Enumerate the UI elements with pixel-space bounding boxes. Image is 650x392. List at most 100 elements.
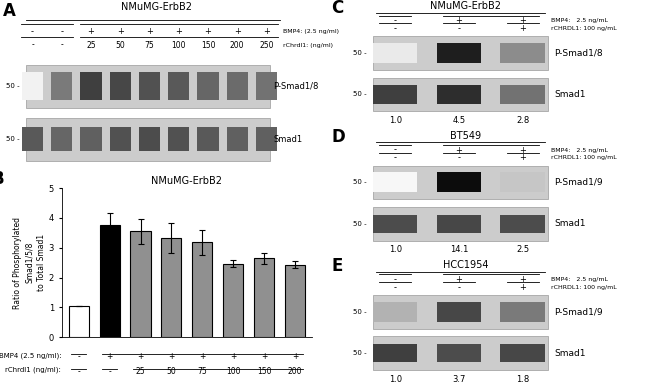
Bar <box>110 72 131 100</box>
Text: -: - <box>394 24 396 33</box>
Bar <box>500 172 545 192</box>
Point <box>18 35 25 40</box>
Text: 25: 25 <box>86 41 96 49</box>
Text: -: - <box>77 352 80 361</box>
Text: 75: 75 <box>144 41 155 49</box>
Text: BMP4:   2.5 ng/mL: BMP4: 2.5 ng/mL <box>551 18 608 23</box>
Point <box>376 150 384 155</box>
Bar <box>198 127 218 151</box>
Text: +: + <box>519 275 526 284</box>
Point <box>76 21 84 26</box>
Text: B: B <box>0 170 5 188</box>
Bar <box>223 263 243 337</box>
Bar <box>227 72 248 100</box>
Bar <box>26 118 270 161</box>
Text: 100: 100 <box>226 367 240 376</box>
Text: -: - <box>394 16 396 25</box>
Text: -: - <box>31 41 34 49</box>
Point <box>439 21 447 25</box>
Point <box>534 143 542 147</box>
Point <box>534 279 542 284</box>
Bar <box>131 231 151 337</box>
Text: 50 -: 50 - <box>353 309 367 315</box>
Text: NMuMG-ErbB2: NMuMG-ErbB2 <box>430 1 500 11</box>
Point <box>439 150 447 155</box>
Text: +: + <box>88 27 94 36</box>
Text: 1.0: 1.0 <box>389 374 402 383</box>
Point <box>376 272 384 277</box>
Point <box>541 269 549 274</box>
Text: D: D <box>332 128 345 146</box>
Text: -: - <box>31 27 34 36</box>
Point <box>105 341 112 346</box>
Point <box>541 140 549 145</box>
Bar <box>373 165 548 199</box>
Text: 1.0: 1.0 <box>389 116 402 125</box>
Text: E: E <box>332 258 343 276</box>
Point <box>69 35 77 40</box>
Bar <box>51 127 72 151</box>
Bar <box>373 295 548 328</box>
Text: +: + <box>519 283 526 292</box>
Text: Smad1: Smad1 <box>273 135 302 143</box>
Point <box>274 35 282 40</box>
Text: +: + <box>456 275 462 284</box>
Text: BT549: BT549 <box>450 131 481 141</box>
Bar <box>168 72 189 100</box>
Bar <box>437 43 481 63</box>
Point <box>372 269 380 274</box>
Text: P-Smad1/8: P-Smad1/8 <box>554 49 603 58</box>
Bar <box>373 344 417 362</box>
Point <box>76 35 84 40</box>
Bar <box>373 207 548 241</box>
Point <box>376 279 384 284</box>
Title: NMuMG-ErbB2: NMuMG-ErbB2 <box>151 176 222 186</box>
Bar <box>192 242 213 337</box>
Point <box>78 341 86 346</box>
Text: +: + <box>117 27 124 36</box>
Point <box>22 17 30 22</box>
Text: -: - <box>458 24 460 33</box>
Text: rCHRDL1: 100 ng/mL: rCHRDL1: 100 ng/mL <box>551 155 617 160</box>
Bar <box>437 214 481 233</box>
Bar <box>373 43 417 63</box>
Point <box>471 21 478 25</box>
Point <box>76 338 84 343</box>
Bar <box>139 127 160 151</box>
Text: BMP4: (2.5 ng/ml): BMP4: (2.5 ng/ml) <box>283 29 339 34</box>
Point <box>503 279 511 284</box>
Text: +: + <box>456 16 462 25</box>
Text: 50 -: 50 - <box>353 50 367 56</box>
Text: -: - <box>458 283 460 292</box>
Text: +: + <box>519 153 526 162</box>
Point <box>471 150 478 155</box>
Text: 4.5: 4.5 <box>452 116 465 125</box>
Bar <box>51 72 72 100</box>
Point <box>407 272 415 277</box>
Bar <box>373 85 417 103</box>
Text: +: + <box>230 352 237 361</box>
Bar <box>81 127 101 151</box>
Text: 2.5: 2.5 <box>516 245 529 254</box>
Point <box>407 21 415 25</box>
Point <box>541 11 549 15</box>
Text: +: + <box>261 352 267 361</box>
Bar <box>22 72 43 100</box>
Point <box>76 341 84 346</box>
Text: 150: 150 <box>201 41 215 49</box>
Point <box>18 21 25 26</box>
Point <box>84 341 92 346</box>
Bar <box>437 172 481 192</box>
Y-axis label: Ratio of Phosphorylated
Smad1/5/8
to Total Smad1: Ratio of Phosphorylated Smad1/5/8 to Tot… <box>14 217 46 309</box>
Point <box>82 341 90 346</box>
Bar <box>161 238 181 337</box>
Point <box>78 338 86 343</box>
Bar <box>373 172 417 192</box>
Bar <box>69 307 89 337</box>
Text: P-Smad1/8: P-Smad1/8 <box>273 82 318 91</box>
Text: 50 -: 50 - <box>353 180 367 185</box>
Bar <box>437 344 481 362</box>
Text: 2.8: 2.8 <box>516 116 529 125</box>
Point <box>534 272 542 277</box>
Text: Smad1: Smad1 <box>554 348 586 358</box>
